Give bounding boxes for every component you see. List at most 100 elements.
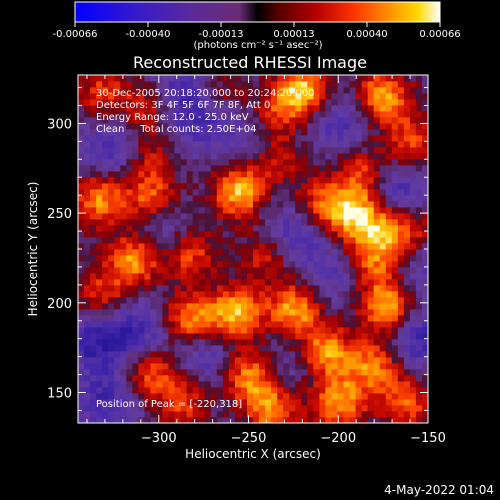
heatmap-cell (313, 129, 320, 136)
heatmap-cell (228, 375, 236, 382)
heatmap-cell (90, 159, 97, 166)
heatmap-cell (397, 237, 405, 244)
heatmap-cell (319, 345, 326, 352)
heatmap-cell (355, 267, 363, 274)
heatmap-cell (78, 369, 85, 376)
heatmap-cell (204, 213, 212, 220)
heatmap-cell (150, 213, 157, 220)
heatmap-cell (283, 171, 290, 178)
heatmap-cell (343, 351, 350, 358)
heatmap-cell (379, 153, 387, 160)
heatmap-cell (198, 213, 206, 220)
heatmap-cell (186, 153, 194, 160)
heatmap-cell (307, 183, 314, 190)
heatmap-cell (259, 243, 266, 250)
heatmap-cell (132, 243, 139, 250)
heatmap-cell (162, 129, 169, 136)
heatmap-cell (277, 291, 284, 298)
heatmap-cell (397, 159, 405, 166)
heatmap-cell (102, 225, 109, 232)
heatmap-cell (192, 75, 200, 82)
heatmap-cell (397, 249, 405, 256)
heatmap-cell (192, 249, 200, 256)
heatmap-cell (192, 219, 200, 226)
heatmap-cell (180, 105, 188, 112)
heatmap-cell (313, 339, 320, 346)
heatmap-cell (192, 153, 200, 160)
heatmap-cell (144, 279, 151, 286)
observation-info: 30-Dec-2005 20:18:20.000 to 20:24:20.000… (96, 88, 315, 135)
heatmap-cell (277, 243, 284, 250)
heatmap-cell (271, 417, 278, 423)
heatmap-cell (234, 153, 242, 160)
heatmap-cell (409, 267, 417, 274)
heatmap-cell (259, 237, 266, 244)
heatmap-cell (132, 321, 139, 328)
heatmap-cell (162, 243, 169, 250)
heatmap-cell (222, 177, 230, 184)
heatmap-cell (253, 399, 260, 406)
heatmap-cell (180, 111, 188, 118)
heatmap-cell (174, 393, 181, 400)
heatmap-cell (301, 99, 308, 106)
heatmap-cell (415, 129, 423, 136)
heatmap-cell (96, 105, 103, 112)
heatmap-cell (168, 93, 175, 100)
heatmap-cell (96, 411, 103, 418)
heatmap-cell (253, 303, 260, 310)
heatmap-cell (120, 75, 127, 82)
heatmap-cell (138, 315, 145, 322)
heatmap-cell (234, 387, 242, 394)
heatmap-cell (271, 333, 278, 340)
heatmap-cell (138, 237, 145, 244)
heatmap-cell (138, 273, 145, 280)
heatmap-cell (277, 303, 284, 310)
heatmap-cell (222, 393, 230, 400)
heatmap-cell (222, 111, 230, 118)
heatmap-cell (216, 225, 224, 232)
heatmap-cell (379, 81, 387, 88)
heatmap-cell (367, 411, 375, 418)
heatmap-cell (96, 405, 103, 412)
heatmap-cell (78, 297, 85, 304)
heatmap-cell (114, 123, 121, 130)
heatmap-cell (265, 411, 272, 418)
heatmap-cell (234, 111, 242, 118)
heatmap-cell (325, 123, 332, 130)
heatmap-cell (96, 195, 103, 202)
heatmap-cell (403, 75, 411, 82)
heatmap-cell (78, 315, 85, 322)
heatmap-cell (319, 81, 326, 88)
heatmap-cell (265, 405, 272, 412)
heatmap-cell (277, 327, 284, 334)
heatmap-cell (337, 285, 344, 292)
heatmap-cell (313, 327, 320, 334)
heatmap-cell (114, 177, 121, 184)
heatmap-cell (253, 105, 260, 112)
heatmap-cell (120, 93, 127, 100)
heatmap-cell (295, 411, 302, 418)
heatmap-cell (271, 351, 278, 358)
heatmap-cell (337, 159, 344, 166)
heatmap-cell (102, 189, 109, 196)
heatmap-cell (204, 303, 212, 310)
heatmap-cell (246, 411, 254, 418)
heatmap-cell (421, 273, 428, 280)
heatmap-cell (361, 75, 369, 82)
heatmap-cell (391, 207, 399, 214)
heatmap-cell (186, 375, 194, 382)
heatmap-cell (391, 147, 399, 154)
heatmap-cell (156, 291, 163, 298)
heatmap-cell (331, 207, 338, 214)
heatmap-cell (289, 171, 296, 178)
heatmap-cell (84, 315, 91, 322)
heatmap-cell (283, 225, 290, 232)
heatmap-cell (295, 285, 302, 292)
heatmap-cell (343, 297, 350, 304)
heatmap-cell (391, 105, 399, 112)
heatmap-cell (361, 93, 369, 100)
heatmap-cell (409, 345, 417, 352)
heatmap-cell (337, 201, 344, 208)
heatmap-cell (259, 339, 266, 346)
heatmap-cell (204, 93, 212, 100)
